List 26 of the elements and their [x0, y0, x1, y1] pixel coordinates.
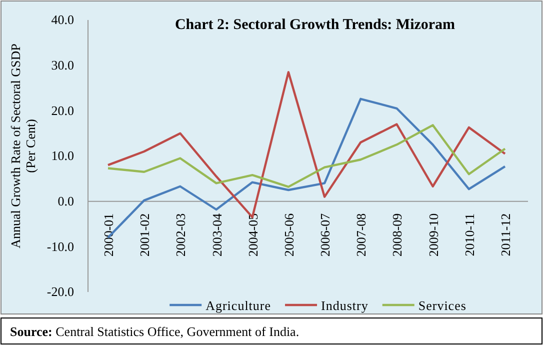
x-tick-label: 2003-04 [209, 212, 224, 257]
source-note: Source: Central Statistics Office, Government of India. [10, 324, 300, 339]
y-tick-label: 30.0 [51, 57, 74, 72]
y-tick-label: 40.0 [51, 12, 74, 28]
x-tick-label: 2010-11 [462, 213, 477, 256]
y-tick-label: -10.0 [46, 238, 74, 254]
x-tick-label: 2000-01 [101, 213, 116, 257]
x-tick-label: 2001-02 [137, 213, 152, 257]
x-tick-label: 2007-08 [354, 213, 369, 257]
x-tick-label: 2002-03 [173, 213, 188, 257]
legend-label: Services [418, 298, 466, 313]
x-tick-label: 2008-09 [390, 213, 405, 257]
y-tick-label: 20.0 [51, 102, 74, 118]
y-axis-title: Annual Growth Rate of Sectoral GSDP (Per Cent) [8, 44, 38, 248]
legend-label: Agriculture [206, 298, 272, 313]
x-tick-label: 2009-10 [426, 213, 441, 257]
y-tick-label: 0.0 [58, 193, 74, 208]
x-tick-label: 2005-06 [281, 212, 296, 257]
y-tick-label: -20.0 [46, 284, 74, 300]
x-tick-label: 2006-07 [318, 212, 333, 257]
x-tick-label: 2011-12 [498, 213, 513, 256]
line-series [106, 124, 506, 188]
y-tick-label: 10.0 [51, 148, 74, 164]
legend-label: Industry [321, 298, 368, 313]
x-tick-label: 2004-05 [245, 213, 260, 257]
chart-title: Chart 2: Sectoral Growth Trends: Mizoram [174, 17, 456, 33]
